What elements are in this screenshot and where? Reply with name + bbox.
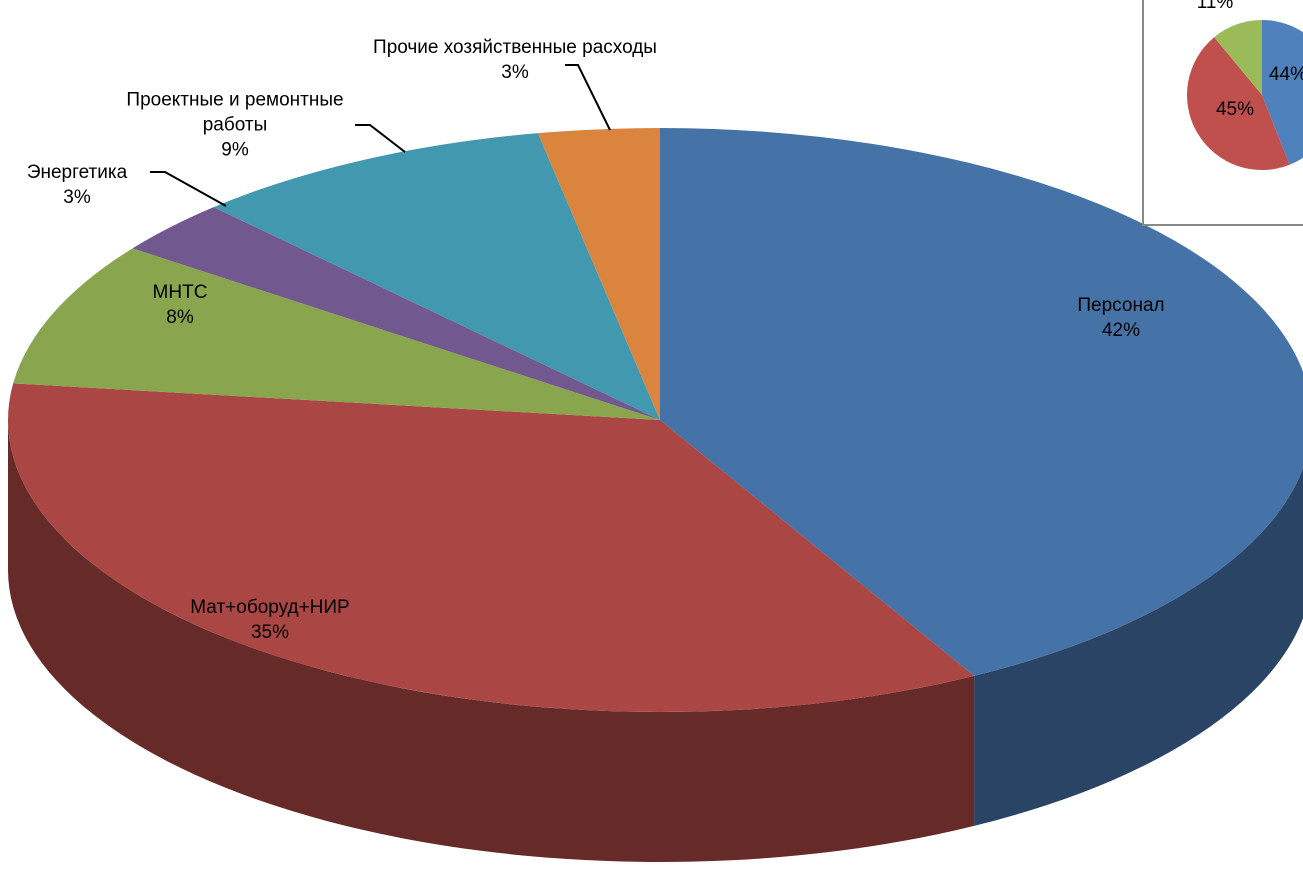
leader-line	[355, 124, 406, 153]
data-label: Персонал 42%	[1021, 293, 1221, 343]
value-label: 3%	[501, 62, 529, 83]
value-label: 9%	[221, 139, 249, 161]
slice-side	[974, 468, 1303, 826]
slice	[1214, 20, 1262, 95]
category-label: Прочие хозяйственные расходы	[373, 37, 657, 58]
slice-side	[8, 420, 975, 862]
slice	[13, 248, 660, 420]
value-label: 11%	[1196, 0, 1234, 13]
category-label: Энергетика	[26, 162, 128, 183]
slice	[1262, 20, 1303, 165]
data-label: МНТС 8%	[120, 280, 240, 330]
category-label: Персонал	[1077, 295, 1165, 316]
slice	[7, 383, 975, 712]
category-label: Мат+оборуд+НИР	[190, 597, 350, 618]
data-label: Мат+оборуд+НИР 35%	[140, 595, 400, 645]
data-label: Прочие хозяйственные расходы 3%	[365, 35, 665, 85]
slice	[537, 128, 660, 420]
value-label: 44%	[1268, 64, 1303, 85]
data-label: Энергетика 3%	[0, 160, 157, 210]
value-label: 42%	[1101, 320, 1141, 341]
value-label: 8%	[166, 307, 194, 328]
value-label: 35%	[250, 622, 290, 643]
slice	[1186, 37, 1290, 171]
category-label: Проектные и ремонтные работы	[126, 89, 344, 136]
leader-line	[565, 64, 611, 131]
value-label: 3%	[63, 187, 91, 208]
slice	[660, 128, 1303, 676]
leader-line	[150, 171, 227, 207]
data-label: Проектные и ремонтные работы 9%	[105, 88, 365, 163]
category-label: МНТС	[152, 282, 208, 303]
slice	[213, 133, 660, 420]
value-label: 45%	[1215, 99, 1255, 120]
slice	[132, 207, 660, 420]
